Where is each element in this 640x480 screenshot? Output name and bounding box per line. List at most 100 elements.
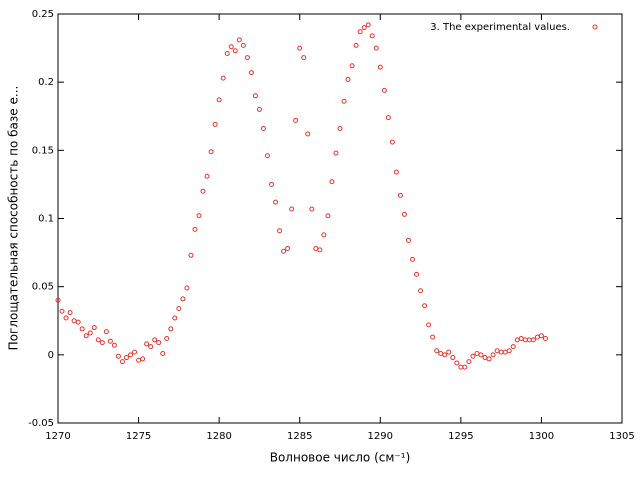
data-point <box>224 51 230 57</box>
data-point <box>438 350 444 356</box>
data-point <box>63 315 69 321</box>
data-point <box>410 256 416 262</box>
data-point <box>132 349 138 355</box>
plot-frame <box>57 13 623 424</box>
data-point <box>156 340 162 346</box>
data-point <box>164 335 170 341</box>
data-point <box>458 364 464 370</box>
data-point <box>136 357 142 363</box>
y-axis-label: Поглощательная способность по базе е... <box>7 86 21 351</box>
data-point <box>200 188 206 194</box>
x-tick-label: 1285 <box>287 431 312 442</box>
data-point <box>240 42 246 48</box>
data-point <box>530 337 536 343</box>
data-point <box>401 211 407 217</box>
data-point <box>256 106 262 112</box>
data-point <box>317 247 323 253</box>
data-point <box>542 335 548 341</box>
data-point <box>152 337 158 343</box>
data-point <box>208 149 214 155</box>
x-tick-label: 1305 <box>609 431 634 442</box>
data-point <box>418 288 424 294</box>
data-point <box>293 117 299 123</box>
x-tick-label: 1270 <box>45 431 70 442</box>
y-tick-label: 0 <box>48 350 54 361</box>
data-point <box>313 245 319 251</box>
data-point <box>518 335 524 341</box>
data-point <box>450 355 456 361</box>
data-point <box>95 337 101 343</box>
data-point <box>87 330 93 336</box>
data-point <box>349 63 355 69</box>
data-point <box>365 22 371 28</box>
data-point <box>160 350 166 356</box>
data-point <box>285 245 291 251</box>
data-point <box>168 326 174 332</box>
data-point <box>526 337 532 343</box>
data-point <box>337 126 343 132</box>
data-point <box>538 333 544 339</box>
data-point <box>297 45 303 51</box>
data-point <box>502 349 508 355</box>
y-tick-label: -0.05 <box>28 418 54 429</box>
data-point <box>119 359 125 365</box>
data-point <box>264 153 270 159</box>
data-point <box>321 232 327 238</box>
data-point <box>172 315 178 321</box>
data-point <box>115 353 121 359</box>
data-point <box>107 338 113 344</box>
data-point <box>534 334 540 340</box>
y-tick-label: 0.25 <box>32 9 54 20</box>
data-point <box>470 353 476 359</box>
data-point <box>273 199 279 205</box>
data-point <box>482 355 488 361</box>
data-point <box>236 37 242 43</box>
y-tick-label: 0.2 <box>38 77 54 88</box>
data-point <box>430 334 436 340</box>
data-point <box>353 42 359 48</box>
data-point <box>59 308 65 314</box>
data-point <box>180 296 186 302</box>
y-tick-label: 0.05 <box>32 282 54 293</box>
data-point <box>305 131 311 137</box>
data-point <box>454 360 460 366</box>
data-point <box>67 310 73 316</box>
data-point <box>434 348 440 354</box>
data-point <box>260 126 266 132</box>
data-point <box>91 325 97 331</box>
data-point <box>269 181 275 187</box>
data-point <box>381 87 387 93</box>
data-point <box>329 179 335 185</box>
data-point <box>244 55 250 61</box>
x-axis-label: Волновое число (см⁻¹) <box>270 451 411 465</box>
data-point <box>71 318 77 324</box>
data-point <box>506 348 512 354</box>
data-point <box>393 169 399 175</box>
legend-label: 3. The experimental values. <box>430 22 570 33</box>
data-point <box>341 98 347 104</box>
data-point <box>522 337 528 343</box>
data-point <box>301 55 307 61</box>
data-point <box>357 29 363 35</box>
data-point <box>414 271 420 277</box>
data-point <box>128 352 134 358</box>
data-point <box>212 121 218 127</box>
data-point <box>184 285 190 291</box>
data-point <box>140 356 146 362</box>
data-point <box>144 341 150 347</box>
data-point <box>405 237 411 243</box>
data-point <box>103 329 109 335</box>
data-point <box>478 352 484 358</box>
data-point <box>373 45 379 51</box>
data-point <box>277 228 283 234</box>
data-point <box>361 25 367 31</box>
data-point <box>196 213 202 219</box>
y-tick-label: 0.1 <box>38 214 54 225</box>
x-tick-label: 1300 <box>529 431 554 442</box>
data-point <box>510 344 516 350</box>
data-point <box>345 76 351 82</box>
y-tick-label: 0.15 <box>32 145 54 156</box>
data-point <box>281 248 287 254</box>
data-point <box>79 326 85 332</box>
